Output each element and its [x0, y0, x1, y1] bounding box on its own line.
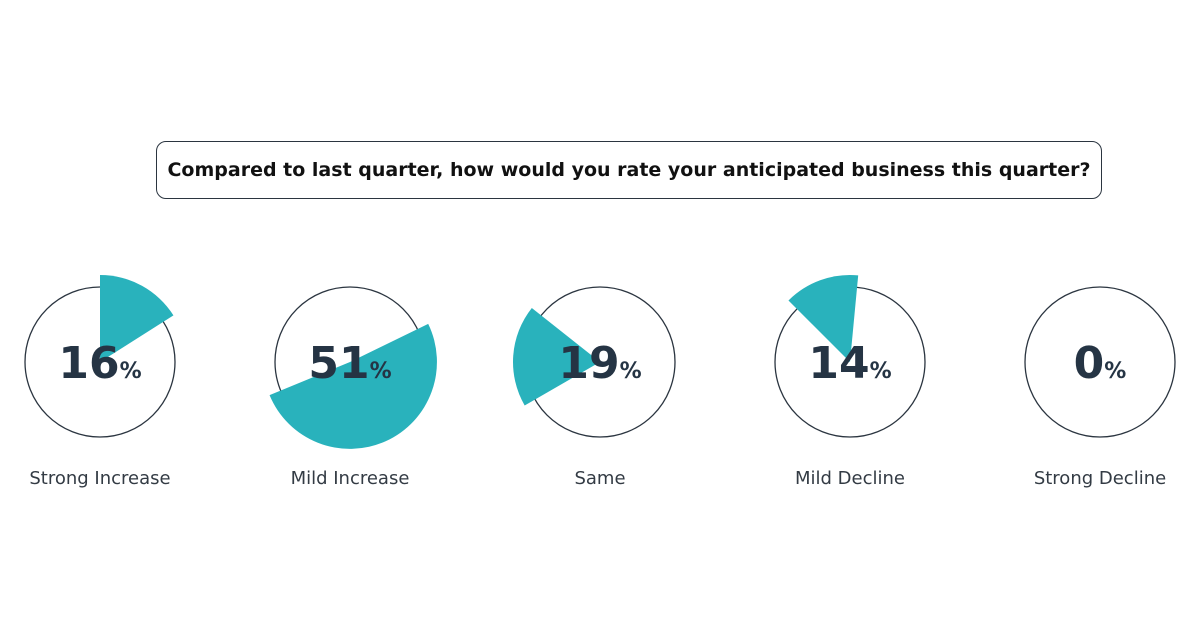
dial-mild-decline: 14% Mild Decline: [774, 275, 926, 489]
percent-symbol: %: [370, 359, 392, 384]
percent-value: 16: [58, 338, 119, 389]
percent-value: 0: [1074, 338, 1105, 389]
pie-slice: [100, 275, 174, 362]
percent-symbol: %: [1104, 359, 1126, 384]
question-title: Compared to last quarter, how would you …: [167, 159, 1091, 181]
percent-label: 51%: [308, 338, 391, 389]
percent-label: 16%: [58, 338, 141, 389]
question-box: Compared to last quarter, how would you …: [156, 141, 1102, 199]
dial-mild-increase: 51% Mild Increase: [269, 286, 437, 489]
category-label: Strong Decline: [1034, 468, 1166, 489]
percent-symbol: %: [620, 359, 642, 384]
category-label: Mild Decline: [795, 468, 905, 489]
percent-label: 0%: [1074, 338, 1127, 389]
percent-label: 19%: [558, 338, 641, 389]
percent-symbol: %: [870, 359, 892, 384]
pie-slice: [269, 323, 437, 449]
percent-symbol: %: [120, 359, 142, 384]
percent-label: 14%: [808, 338, 891, 389]
category-label: Same: [574, 468, 625, 489]
dial-ring: [1024, 286, 1176, 438]
percent-value: 14: [808, 338, 869, 389]
percent-value: 51: [308, 338, 369, 389]
dial-strong-decline: 0% Strong Decline: [1024, 286, 1176, 489]
pie-slice: [788, 275, 859, 362]
pie-slice: [513, 307, 600, 406]
dial-strong-increase: 16% Strong Increase: [24, 275, 176, 489]
percent-value: 19: [558, 338, 619, 389]
category-label: Strong Increase: [29, 468, 170, 489]
dial-same: 19% Same: [513, 286, 676, 489]
category-label: Mild Increase: [291, 468, 410, 489]
